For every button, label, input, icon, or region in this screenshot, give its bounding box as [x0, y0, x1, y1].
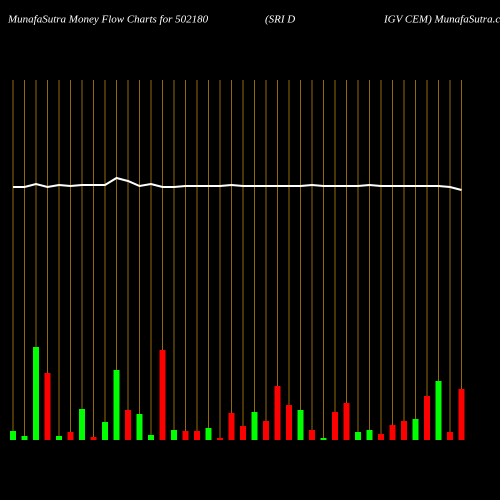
bar [332, 412, 338, 440]
bar [79, 409, 85, 440]
chart-title-right: IGV CEM) MunafaSutra.com [383, 14, 500, 26]
bar [320, 438, 327, 440]
bar [309, 430, 315, 440]
bar [33, 347, 39, 440]
bar [458, 389, 465, 440]
bar [113, 370, 120, 440]
bar [274, 386, 281, 440]
bar [228, 413, 235, 440]
bar [136, 414, 143, 440]
bar [159, 350, 166, 440]
bar [378, 434, 384, 440]
bar [56, 436, 62, 440]
bar [148, 435, 154, 440]
bar [389, 425, 396, 440]
bar [366, 430, 373, 440]
bar [44, 373, 51, 440]
bar [182, 431, 189, 440]
bar [447, 432, 453, 440]
bar [286, 405, 292, 440]
bar [343, 403, 350, 440]
bar [217, 438, 223, 440]
chart-title-middle: (SRI D [265, 14, 295, 26]
bar [125, 410, 131, 440]
chart-title: MunafaSutra Money Flow Charts for 502180 [7, 14, 209, 26]
bar [435, 381, 442, 440]
bar [67, 432, 74, 440]
bar [90, 437, 97, 440]
bar [355, 432, 361, 440]
bar [412, 419, 419, 440]
bar [102, 422, 108, 440]
bar [401, 421, 407, 440]
bar [194, 431, 200, 440]
bar [205, 428, 212, 440]
bar [251, 412, 258, 440]
bar [424, 396, 430, 440]
bar [297, 410, 304, 440]
bar [21, 436, 28, 440]
bar [263, 421, 269, 440]
bar [171, 430, 177, 440]
bar [240, 426, 246, 440]
money-flow-line [13, 176, 462, 191]
bar [10, 431, 16, 440]
